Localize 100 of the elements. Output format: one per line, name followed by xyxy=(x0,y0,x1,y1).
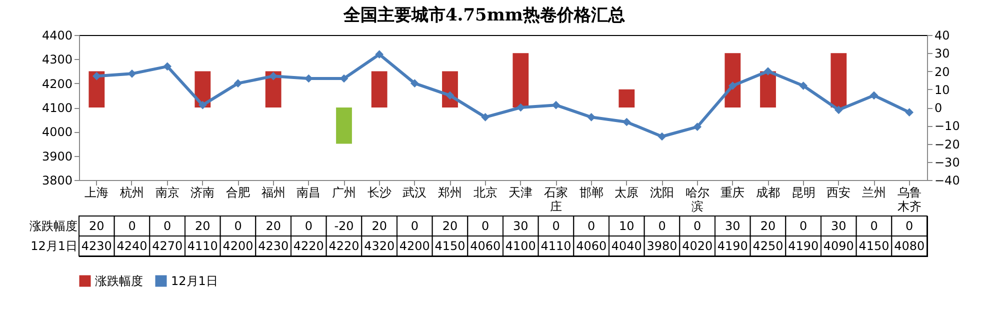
bar xyxy=(371,71,388,108)
bar xyxy=(512,53,529,108)
data-label: 0 xyxy=(164,219,172,233)
data-label: 4190 xyxy=(788,239,819,253)
data-label: 4240 xyxy=(116,239,148,253)
data-label: 4150 xyxy=(858,239,890,253)
data-label: 0 xyxy=(588,219,596,233)
x-tick-label: 西安 xyxy=(826,186,851,200)
x-tick-label: 合肥 xyxy=(226,186,250,200)
data-label: 0 xyxy=(410,219,418,233)
data-label: 20 xyxy=(760,219,776,233)
data-label: 4220 xyxy=(328,239,360,253)
point xyxy=(92,72,101,80)
data-label: 4110 xyxy=(540,239,572,253)
x-tick-label: 邯郸 xyxy=(579,186,604,200)
data-label: 4200 xyxy=(399,239,430,253)
data-label: 4190 xyxy=(717,239,748,253)
data-label: 4230 xyxy=(258,239,289,253)
y-tick-label: 4400 xyxy=(42,28,72,42)
legend-label: 涨跌幅度 xyxy=(95,274,143,288)
y-tick-label: 4200 xyxy=(42,76,72,91)
data-label: 0 xyxy=(800,219,808,233)
x-tick-label: 石家庄 xyxy=(544,186,568,214)
y-tick-label: 4300 xyxy=(42,52,72,67)
data-label: 4220 xyxy=(293,239,324,253)
point xyxy=(834,106,843,114)
data-label: 20 xyxy=(195,219,210,233)
data-label: 10 xyxy=(619,219,634,233)
point xyxy=(410,79,419,88)
data-label: 4270 xyxy=(152,239,183,253)
data-label: 30 xyxy=(513,219,528,233)
data-label: 4110 xyxy=(187,239,218,253)
bar xyxy=(618,89,635,108)
x-tick-label: 兰州 xyxy=(862,186,886,200)
data-label: 0 xyxy=(234,219,242,233)
y-tick-label: 3900 xyxy=(42,149,72,164)
point xyxy=(481,112,490,122)
x-tick-label: 昆明 xyxy=(791,186,816,200)
data-label: 4320 xyxy=(364,239,395,253)
x-tick-label: 哈尔滨 xyxy=(685,186,710,214)
data-label: 3980 xyxy=(646,239,678,253)
data-label: 4080 xyxy=(894,239,925,253)
point xyxy=(905,108,914,117)
x-tick-label: 重庆 xyxy=(720,186,745,200)
point xyxy=(693,122,702,132)
data-label: 0 xyxy=(304,219,312,233)
point xyxy=(764,67,772,76)
point xyxy=(516,103,525,112)
point xyxy=(198,100,207,110)
data-label: 0 xyxy=(870,219,878,233)
point xyxy=(587,112,596,122)
data-label: 4230 xyxy=(81,239,112,253)
point xyxy=(658,132,666,141)
point xyxy=(799,82,808,90)
data-label: 30 xyxy=(725,219,740,233)
point xyxy=(375,50,384,59)
text: 12月1日 xyxy=(30,239,78,253)
bar xyxy=(724,53,741,108)
text: 涨跌幅度 xyxy=(30,219,78,233)
x-tick-label: 太原 xyxy=(614,186,639,200)
x-tick-label: 乌鲁木齐 xyxy=(897,186,922,214)
y2-tick-label: 10 xyxy=(934,82,950,97)
x-tick-label: 杭州 xyxy=(119,186,144,200)
data-label: 20 xyxy=(266,219,281,233)
data-label: 4100 xyxy=(505,239,536,253)
data-label: 4040 xyxy=(611,239,642,253)
y2-tick-label: −30 xyxy=(934,155,960,170)
y2-tick-label: 30 xyxy=(934,46,950,61)
data-label: 4020 xyxy=(682,239,713,253)
legend-label: 12月1日 xyxy=(171,274,218,288)
y2-tick-label: −20 xyxy=(934,137,960,152)
y2-tick-label: 40 xyxy=(934,28,950,42)
chart-title: 全国主要城市4.75mm热卷价格汇总 xyxy=(342,6,625,26)
y2-tick-label: 20 xyxy=(934,64,950,79)
data-label: 0 xyxy=(552,219,560,233)
data-label: -20 xyxy=(334,219,354,233)
x-tick-label: 郑州 xyxy=(438,186,462,200)
x-tick-label: 上海 xyxy=(84,186,109,200)
y-tick-label: 4100 xyxy=(42,101,72,115)
data-label: 20 xyxy=(442,219,458,233)
x-tick-label: 成都 xyxy=(756,186,780,200)
bar xyxy=(760,71,776,108)
x-tick-label: 天津 xyxy=(508,186,533,200)
data-label: 20 xyxy=(89,219,104,233)
y2-tick-label: −10 xyxy=(934,119,960,134)
x-tick-label: 南昌 xyxy=(296,186,321,200)
data-label: 20 xyxy=(372,219,387,233)
point xyxy=(163,62,172,71)
x-tick-label: 南京 xyxy=(155,186,180,200)
x-tick-label: 北京 xyxy=(473,186,498,200)
x-tick-label: 广州 xyxy=(332,186,356,200)
x-tick-label: 济南 xyxy=(190,186,215,200)
point xyxy=(870,91,878,100)
data-label: 0 xyxy=(658,219,666,233)
data-label: 4060 xyxy=(470,239,501,253)
data-label: 4250 xyxy=(752,239,784,253)
data-label: 4150 xyxy=(434,239,466,253)
point xyxy=(728,82,737,90)
point xyxy=(234,79,242,88)
y-tick-label: 3800 xyxy=(42,174,72,188)
